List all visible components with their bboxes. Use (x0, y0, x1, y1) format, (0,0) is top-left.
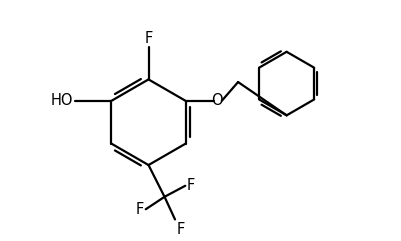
Text: O: O (211, 93, 223, 108)
Text: F: F (186, 178, 194, 193)
Text: HO: HO (51, 93, 73, 108)
Text: F: F (144, 31, 152, 46)
Text: F: F (136, 202, 144, 217)
Text: F: F (176, 222, 184, 237)
